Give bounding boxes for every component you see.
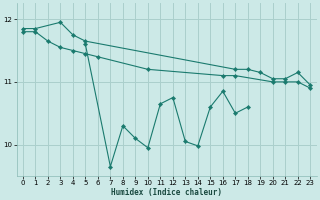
X-axis label: Humidex (Indice chaleur): Humidex (Indice chaleur) (111, 188, 222, 197)
